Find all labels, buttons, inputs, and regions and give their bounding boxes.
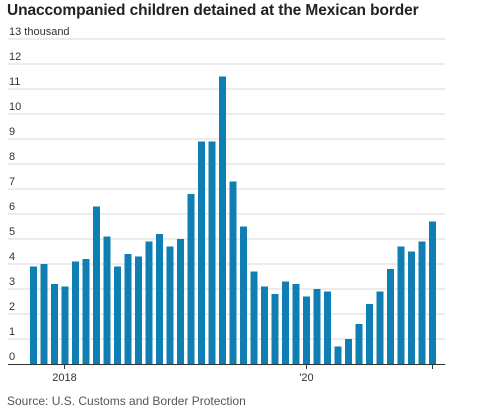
bar — [51, 284, 58, 364]
bar — [324, 291, 331, 364]
bar — [334, 346, 342, 364]
bar — [376, 291, 384, 364]
bar — [408, 251, 415, 364]
x-tick-label: 2018 — [52, 372, 76, 384]
bar — [271, 294, 279, 364]
bar — [61, 286, 69, 364]
bar — [30, 266, 37, 364]
bar — [219, 76, 226, 364]
source-note: Source: U.S. Customs and Border Protecti… — [7, 394, 246, 408]
bar — [135, 256, 142, 364]
bar — [40, 264, 48, 364]
x-tick-label: '20 — [299, 372, 313, 384]
chart-title: Unaccompanied children detained at the M… — [7, 2, 419, 19]
y-tick-label: 1 — [9, 326, 15, 338]
bar — [156, 234, 163, 364]
bar — [93, 206, 100, 364]
bar — [124, 254, 132, 364]
bar — [303, 296, 310, 364]
y-tick-label: 12 — [9, 51, 21, 63]
y-tick-label: 7 — [9, 176, 15, 188]
y-tick-label: 2 — [9, 301, 15, 313]
bar — [397, 246, 405, 364]
bar — [387, 269, 394, 364]
bar — [418, 241, 426, 364]
bar — [429, 221, 436, 364]
bar — [187, 194, 195, 364]
bar — [313, 289, 321, 364]
y-tick-label: 5 — [9, 226, 15, 238]
y-tick-label: 8 — [9, 151, 15, 163]
y-tick-label: 6 — [9, 201, 15, 213]
bar — [282, 281, 289, 364]
bar — [166, 246, 174, 364]
bar — [229, 181, 237, 364]
bar — [240, 226, 247, 364]
bar — [177, 239, 184, 364]
y-tick-label: 4 — [9, 251, 15, 263]
y-tick-label: 3 — [9, 276, 15, 288]
y-tick-label: 11 — [9, 76, 20, 88]
bar — [292, 284, 300, 364]
bar — [198, 141, 205, 364]
bar — [250, 271, 258, 364]
bar — [145, 241, 153, 364]
bar — [366, 304, 373, 364]
bar — [103, 236, 111, 364]
bar — [345, 339, 352, 364]
y-tick-label: 10 — [9, 101, 21, 113]
y-tick-label: 13 thousand — [9, 26, 70, 38]
bar — [82, 259, 90, 364]
y-tick-label: 9 — [9, 126, 15, 138]
bar — [261, 286, 268, 364]
bar — [114, 266, 121, 364]
bar — [355, 324, 363, 364]
bar — [72, 261, 79, 364]
bar — [208, 141, 216, 364]
y-tick-label: 0 — [9, 351, 15, 363]
